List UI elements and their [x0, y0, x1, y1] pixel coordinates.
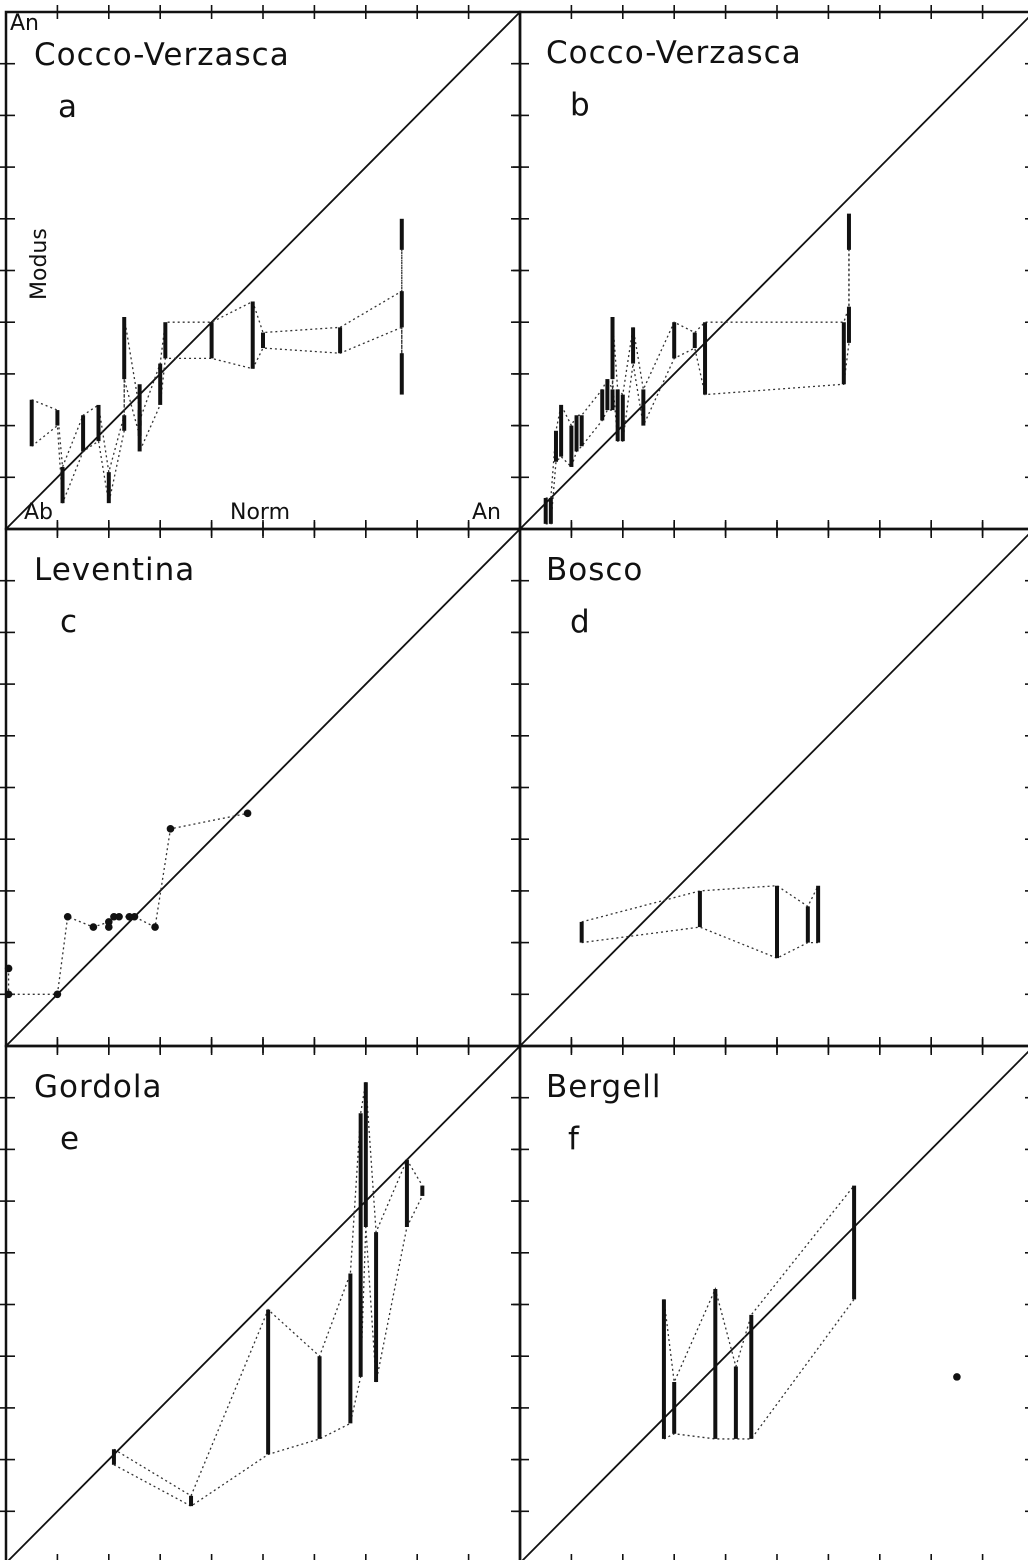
- panel-a-label: a: [58, 89, 77, 125]
- panel-a-title: Cocco-Verzasca: [34, 37, 290, 73]
- data-point: [115, 912, 123, 921]
- panel-a: [0, 5, 522, 538]
- envelope-lower: [663, 1298, 855, 1440]
- point-connector: [7, 812, 248, 995]
- data-point: [89, 923, 98, 931]
- reference-line: [7, 1045, 521, 1560]
- x-axis-label: Norm: [230, 500, 290, 525]
- panel-c-title: Leventina: [34, 552, 195, 588]
- x-axis-left-label: Ab: [24, 500, 53, 525]
- panel-frame: [518, 1044, 1028, 1560]
- panel-e-title: Gordola: [34, 1069, 162, 1105]
- envelope-lower: [31, 249, 403, 504]
- reference-line: [5, 528, 521, 1047]
- x-axis-right-label: An: [472, 500, 501, 525]
- panel-f: [513, 1039, 1028, 1560]
- data-point: [63, 912, 72, 921]
- corner-an-label: An: [10, 11, 39, 36]
- panel-b-title: Cocco-Verzasca: [546, 35, 802, 71]
- envelope-lower: [545, 249, 850, 525]
- envelope-lower: [113, 1195, 423, 1507]
- panel-f-label: f: [568, 1121, 580, 1157]
- envelope-upper: [663, 1185, 855, 1385]
- data-point: [4, 964, 13, 973]
- data-point: [4, 990, 13, 999]
- y-axis-label: Modus: [27, 228, 52, 300]
- data-point: [151, 923, 159, 931]
- reference-line: [519, 533, 1028, 1047]
- panel-c-label: c: [60, 604, 77, 640]
- panel-b-label: b: [570, 87, 590, 123]
- data-point: [130, 912, 139, 921]
- panel-f-title: Bergell: [546, 1069, 662, 1105]
- envelope-upper: [113, 1082, 423, 1497]
- data-point: [53, 990, 62, 999]
- panel-d-title: Bosco: [546, 552, 643, 588]
- data-point: [105, 923, 113, 931]
- envelope-upper: [545, 213, 850, 499]
- envelope-upper: [31, 218, 403, 473]
- panel-c: [0, 522, 522, 1055]
- data-point: [953, 1373, 961, 1381]
- reference-line: [5, 11, 521, 530]
- reference-line: [521, 1050, 1028, 1560]
- panel-d: [513, 522, 1028, 1055]
- panel-e: [0, 1039, 522, 1560]
- panel-b: [513, 5, 1028, 538]
- panel-d-label: d: [570, 604, 590, 640]
- reference-line: [519, 16, 1028, 530]
- data-point: [243, 809, 252, 818]
- panel-e-label: e: [60, 1121, 79, 1157]
- envelope-lower: [581, 926, 819, 959]
- data-point: [166, 825, 175, 833]
- envelope-upper: [581, 885, 819, 923]
